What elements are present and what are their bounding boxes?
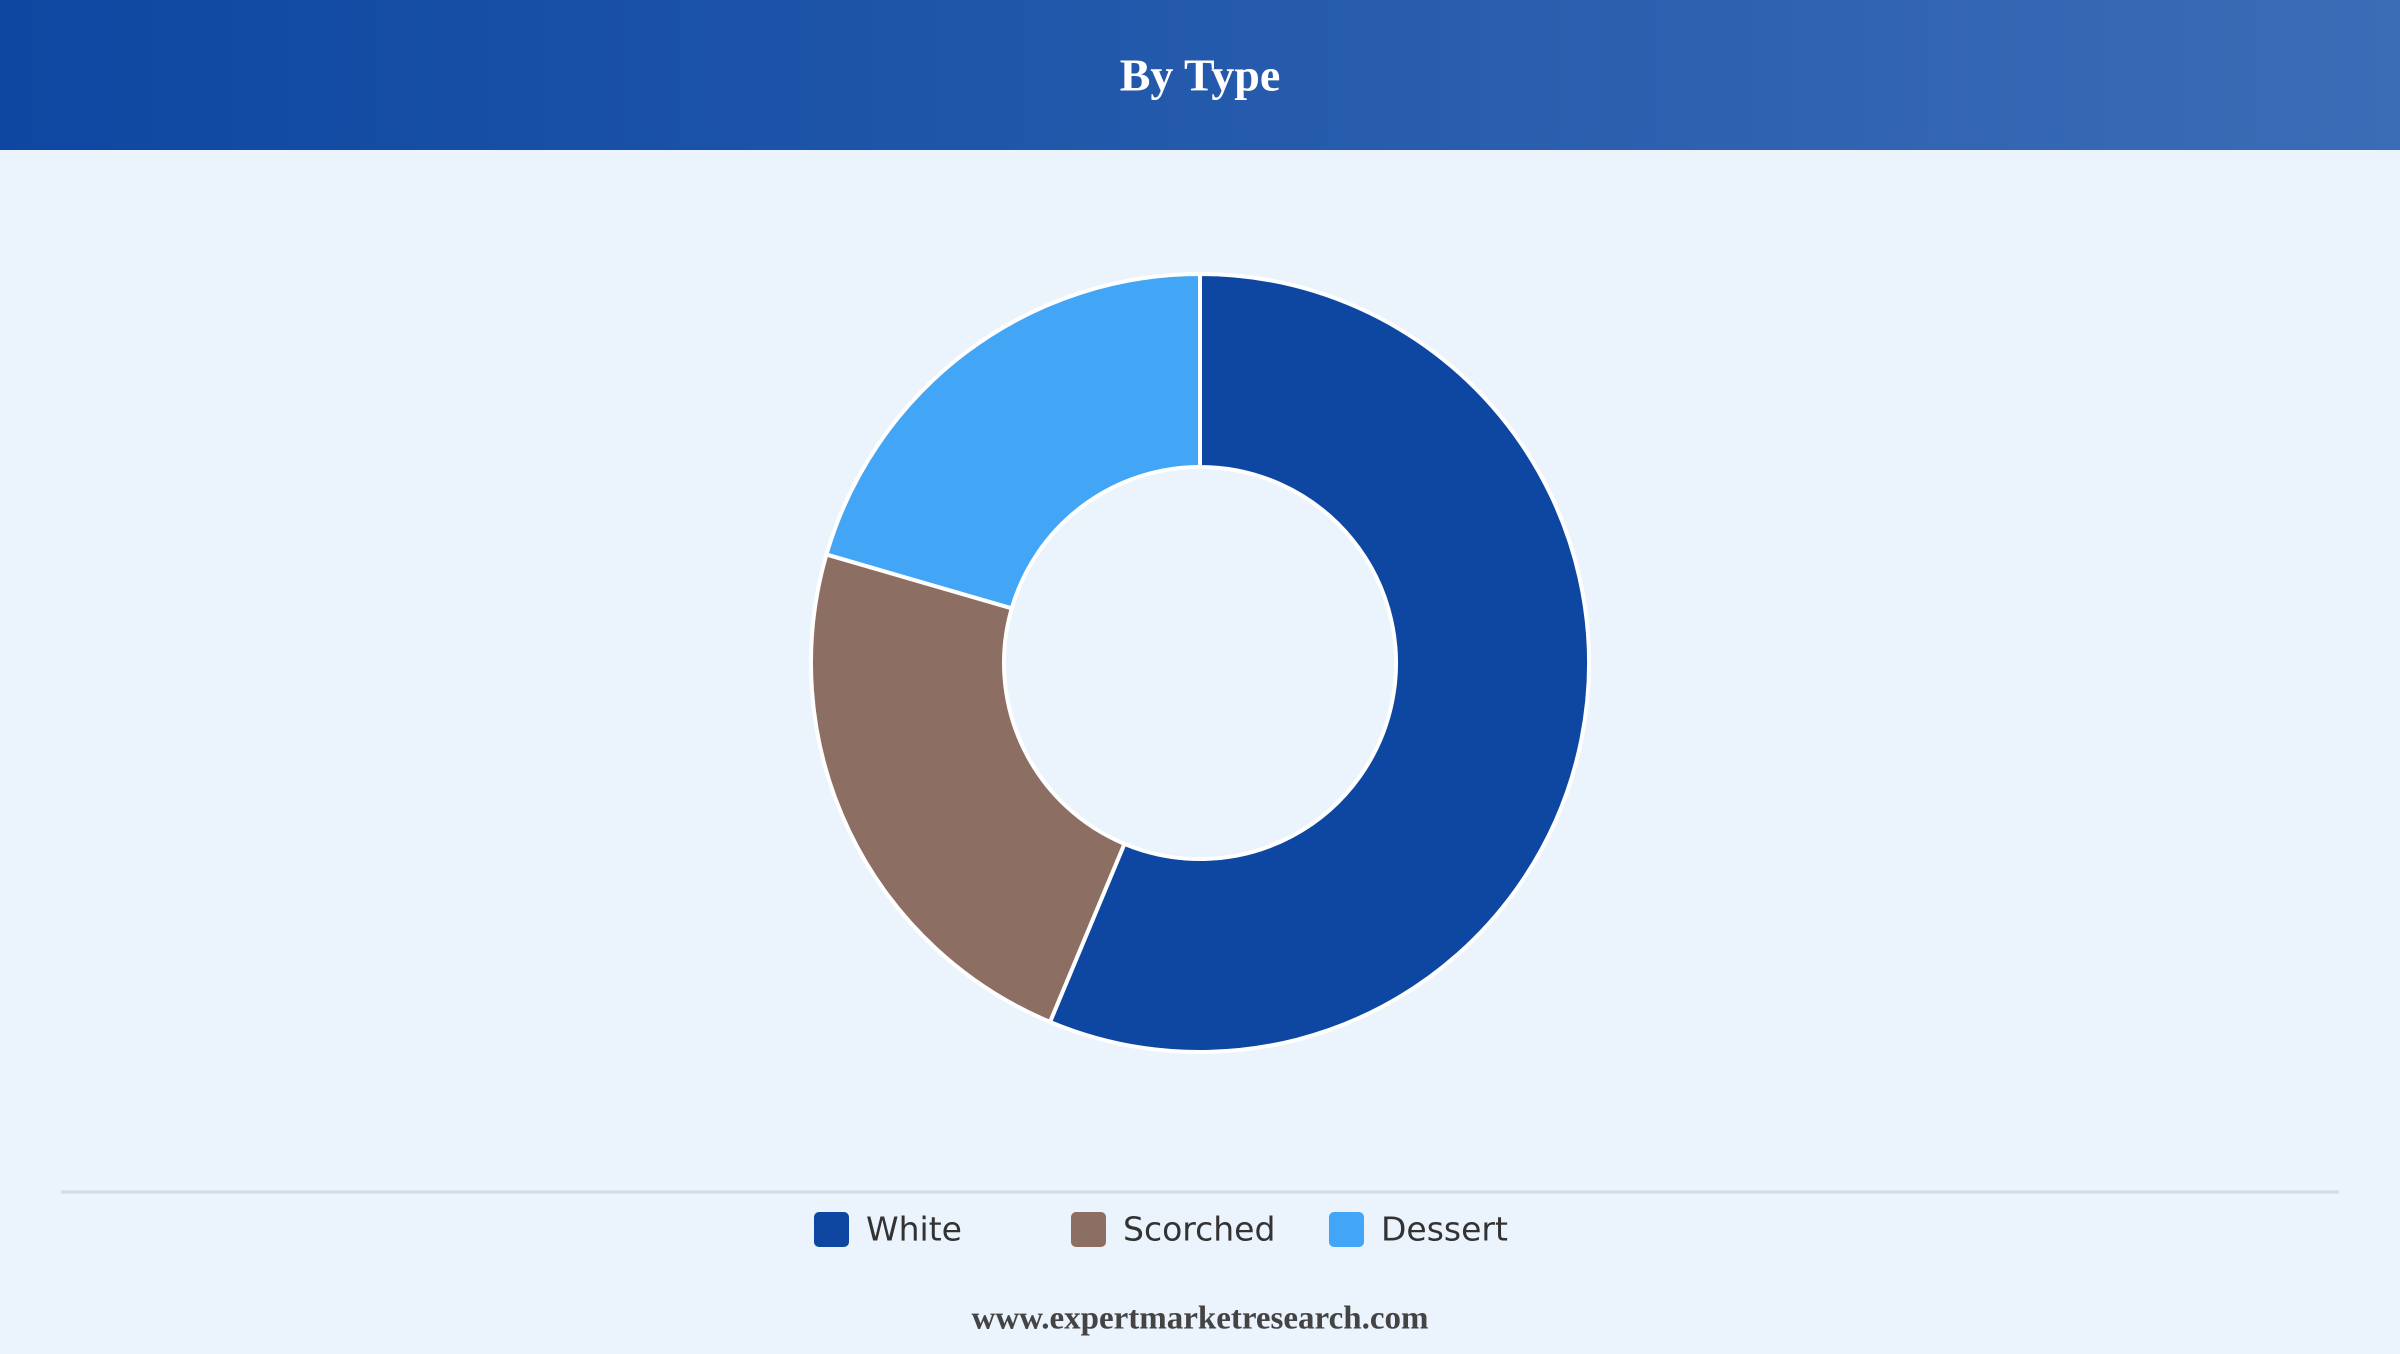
legend-swatch xyxy=(1071,1212,1106,1247)
donut-slice xyxy=(823,271,1202,611)
donut-slice xyxy=(809,551,1128,1025)
legend-swatch xyxy=(814,1212,849,1247)
legend-label: White xyxy=(866,1210,962,1249)
chart-title: By Type xyxy=(1120,50,1281,101)
header-bar xyxy=(0,0,2400,150)
legend-label: Scorched xyxy=(1123,1210,1275,1249)
source: www.expertmarketresearch.com xyxy=(972,1301,1429,1337)
legend-swatch xyxy=(1329,1212,1364,1247)
donut-slice xyxy=(1047,271,1591,1054)
legend-label: Dessert xyxy=(1381,1210,1508,1249)
